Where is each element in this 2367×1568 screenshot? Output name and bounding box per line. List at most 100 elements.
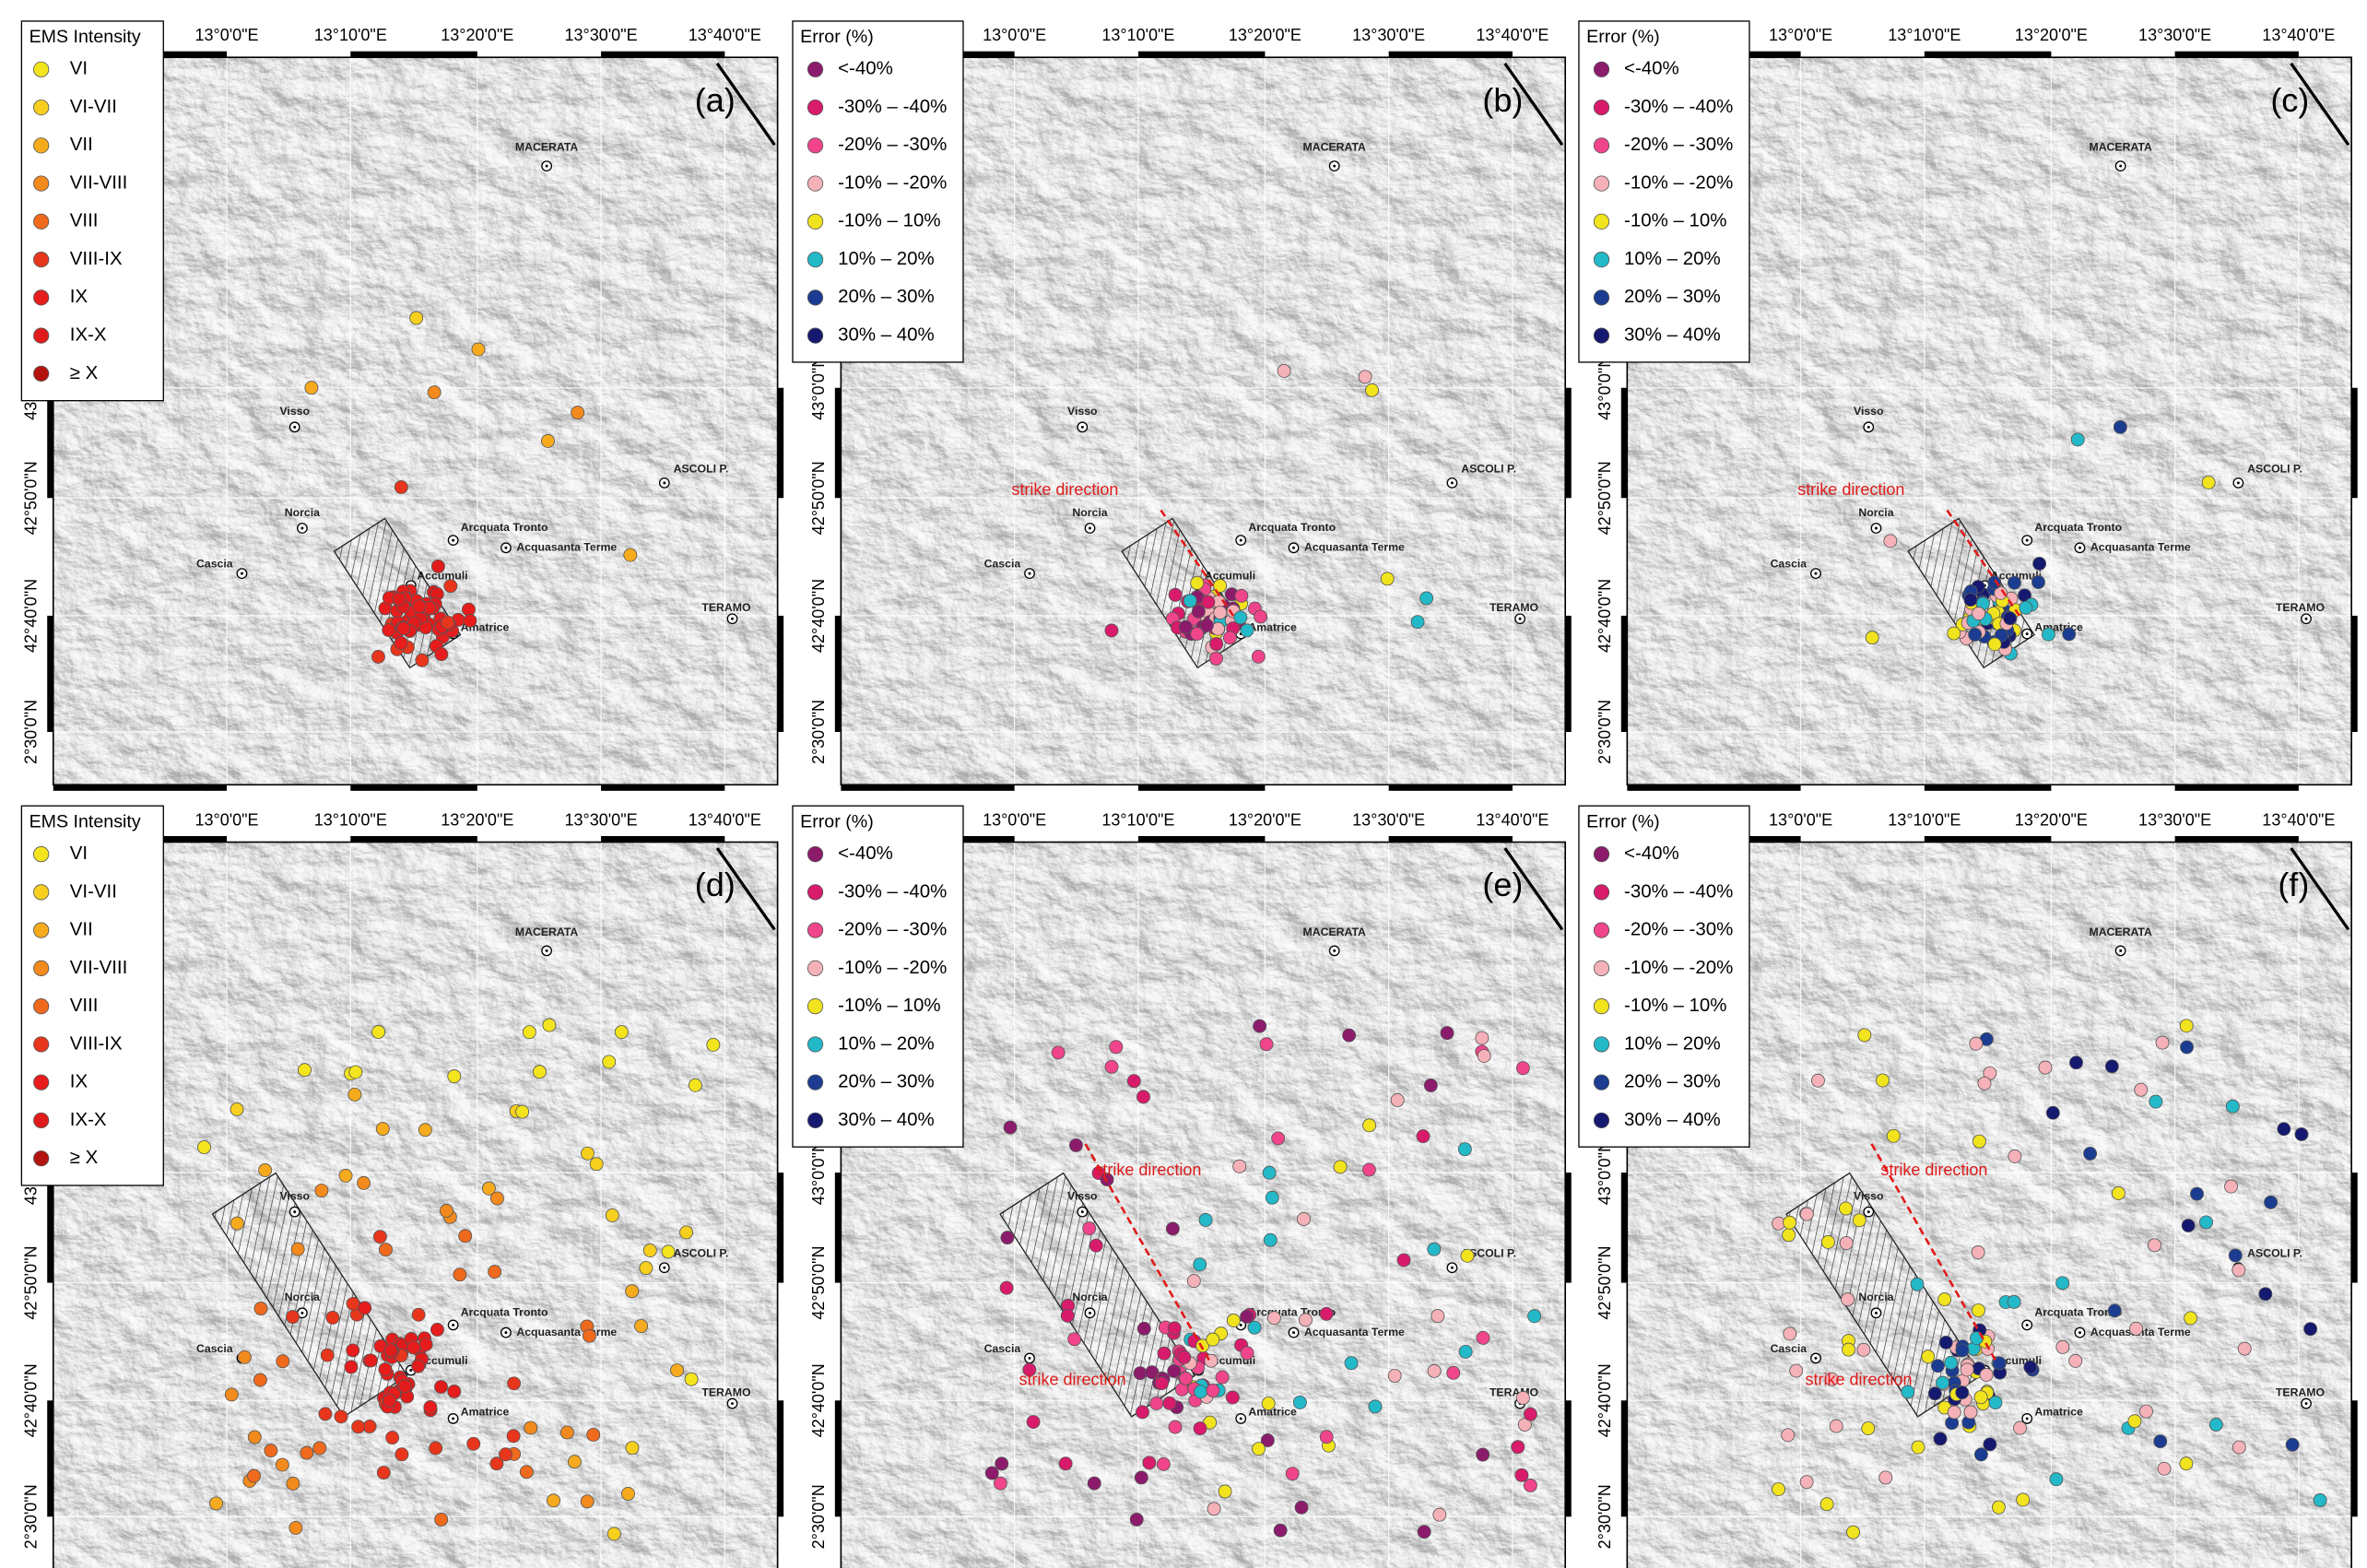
- frame-bar: [601, 835, 725, 843]
- observation: [2031, 575, 2045, 590]
- legend-title: EMS Intensity: [29, 811, 141, 831]
- observation: [1921, 1350, 1936, 1364]
- town-label: Accumuli: [1205, 570, 1255, 583]
- observation: [1271, 1131, 1286, 1146]
- observation: [1261, 1397, 1276, 1410]
- observation: [1947, 1405, 1961, 1420]
- lat-label: 42°50'0"N: [1596, 1246, 1614, 1320]
- legend-swatch: [807, 61, 824, 77]
- lon-label: 13°20'0"E: [2015, 26, 2088, 44]
- observation: [1265, 1190, 1279, 1205]
- map-panel: 13°0'0"E 13°10'0"E 13°20'0"E 13°30'0"E 13°40…: [1578, 20, 2358, 791]
- frame: [52, 841, 779, 1568]
- observation: [2016, 1492, 2031, 1507]
- observation: [2062, 627, 2077, 642]
- observation: [1087, 1476, 1101, 1491]
- town-label: TERAMO: [1490, 1385, 1539, 1398]
- observation: [1319, 1430, 1334, 1444]
- observation: [1104, 623, 1119, 638]
- observation: [471, 342, 486, 357]
- frame-bar: [47, 615, 53, 733]
- frame-bar: [1565, 1173, 1572, 1283]
- observation: [1523, 1407, 1537, 1421]
- observation: [1783, 1326, 1797, 1341]
- lat-label: 42°40'0"N: [22, 1363, 41, 1437]
- observation: [532, 1065, 547, 1079]
- observation: [1515, 1061, 1530, 1076]
- strike-line: [1084, 1143, 1212, 1363]
- annotation: strike direction: [1094, 1161, 1201, 1179]
- observation: [1259, 1037, 1274, 1052]
- observation: [1215, 1370, 1230, 1385]
- observation: [1022, 1362, 1037, 1377]
- legend-swatch: [1593, 998, 1610, 1015]
- map-panel: 13°0'0"E 13°10'0"E 13°20'0"E 13°30'0"E 13°40…: [20, 20, 784, 791]
- legend-label: IX: [70, 286, 88, 307]
- legend-swatch: [807, 289, 824, 306]
- observation: [2201, 475, 2216, 489]
- observation: [1206, 1332, 1220, 1347]
- observation: [1458, 1344, 1473, 1359]
- observation: [1432, 1507, 1447, 1522]
- observation: [1396, 1253, 1411, 1267]
- lon-label: 13°10'0"E: [1888, 810, 1961, 829]
- observation: [1198, 1213, 1213, 1227]
- observation: [1142, 1456, 1157, 1470]
- legend-label: -30% – -40%: [838, 880, 947, 902]
- town-dot: [1333, 949, 1337, 952]
- lat-label: 2°30'0"N: [22, 700, 41, 764]
- observation: [1199, 618, 1214, 632]
- observation: [1154, 1376, 1169, 1391]
- observation: [1177, 1350, 1192, 1364]
- frame-bar: [350, 51, 477, 58]
- lat-label: 42°40'0"N: [809, 579, 828, 653]
- lon-label: 13°40'0"E: [689, 26, 761, 44]
- observation: [1427, 1363, 1442, 1378]
- town-dot: [545, 164, 548, 168]
- observation: [1058, 1456, 1073, 1471]
- observation: [358, 1301, 372, 1315]
- frame-bar: [1620, 387, 1628, 499]
- observation: [1183, 594, 1197, 608]
- legend-label: -20% – -30%: [838, 919, 947, 940]
- observation: [1233, 610, 1248, 625]
- observation: [427, 385, 442, 400]
- observation: [1852, 1213, 1867, 1228]
- frame: [52, 56, 779, 786]
- lon-label: 13°40'0"E: [1476, 810, 1549, 829]
- observation: [1190, 575, 1205, 590]
- town-dot: [2025, 1323, 2029, 1326]
- observation: [363, 1353, 378, 1368]
- observation: [1457, 1142, 1472, 1157]
- observation: [1201, 595, 1216, 609]
- observation: [434, 1380, 448, 1394]
- observation: [429, 1441, 443, 1456]
- observation: [1423, 1078, 1438, 1092]
- observation: [2258, 1287, 2273, 1302]
- observation: [1983, 1437, 1997, 1452]
- observation: [2007, 575, 2021, 590]
- observation: [1969, 1036, 1984, 1051]
- observation: [1168, 587, 1183, 602]
- lon-label: 13°0'0"E: [1769, 26, 1832, 44]
- town-dot: [1867, 425, 1870, 429]
- observation: [1839, 1236, 1854, 1250]
- observation: [1927, 1386, 1942, 1401]
- observation: [304, 381, 319, 395]
- observation: [1886, 1128, 1901, 1143]
- observation: [1846, 1525, 1861, 1539]
- observation: [394, 636, 408, 651]
- annotation: strike direction: [1880, 1161, 1987, 1179]
- observation: [1937, 1292, 1952, 1307]
- observation: [1194, 1385, 1208, 1399]
- observation: [1365, 383, 1379, 397]
- town-label: Acquasanta Terme: [516, 1326, 617, 1338]
- lat-label: 42°50'0"N: [809, 1246, 828, 1320]
- legend-label: 30% – 40%: [1624, 324, 1721, 346]
- observation: [625, 1441, 640, 1456]
- legend-label: VIII: [70, 210, 99, 231]
- legend-swatch: [33, 99, 50, 116]
- observation: [2208, 1418, 2223, 1432]
- observation: [1861, 1421, 1876, 1436]
- town-label: ASCOLI P.: [1461, 1247, 1516, 1260]
